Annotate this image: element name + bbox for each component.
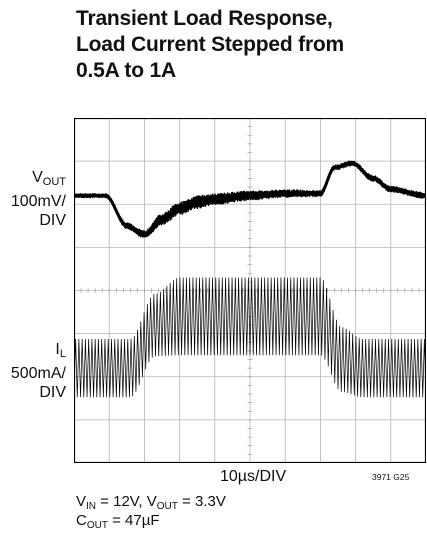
il-label-line-1: IL	[11, 340, 66, 364]
vin-symbol: V	[76, 493, 87, 510]
cout-subscript: OUT	[86, 520, 108, 531]
il-scale: 500mA/	[10, 365, 66, 382]
title-line-3: 0.5A to 1A	[76, 59, 176, 82]
vout-axis-label: VOUT 100mV/ DIV	[11, 168, 66, 230]
vout-trace	[74, 160, 426, 238]
title-line-2: Load Current Stepped from	[76, 33, 345, 56]
il-axis-label: IL 500mA/ DIV	[11, 340, 66, 402]
plot-frame	[74, 118, 426, 463]
traces	[74, 160, 426, 398]
title-line-1: Transient Load Response,	[76, 7, 333, 30]
scope-plot	[74, 118, 426, 463]
il-symbol: I	[55, 341, 60, 358]
vout-cond-symbol: V	[146, 493, 157, 510]
chart-title: Transient Load Response, Load Current St…	[76, 6, 416, 84]
vout-subscript: OUT	[42, 176, 66, 188]
vin-value: = 12V,	[96, 493, 147, 510]
vout-cond-subscript: OUT	[156, 501, 178, 512]
vin-subscript: IN	[86, 501, 97, 512]
conditions-line-2: COUT = 47µF	[76, 512, 160, 535]
conditions-line-1: VIN = 12V, VOUT = 3.3V	[76, 493, 226, 516]
vout-cond-value: = 3.3V	[177, 493, 226, 510]
cout-symbol: C	[76, 512, 87, 529]
il-trace	[74, 277, 426, 398]
vout-scale: 100mV/	[10, 193, 66, 210]
vout-trace-center	[74, 161, 426, 236]
vout-label-line-1: VOUT	[11, 168, 66, 192]
il-subscript: L	[59, 348, 66, 360]
figure-id: 3971 G25	[372, 472, 410, 482]
x-axis-label: 10µs/DIV	[220, 468, 287, 485]
grid	[74, 118, 426, 463]
il-div: DIV	[39, 384, 66, 401]
vout-symbol: V	[32, 169, 43, 186]
vout-div: DIV	[39, 212, 66, 229]
cout-value: = 47µF	[107, 512, 160, 529]
